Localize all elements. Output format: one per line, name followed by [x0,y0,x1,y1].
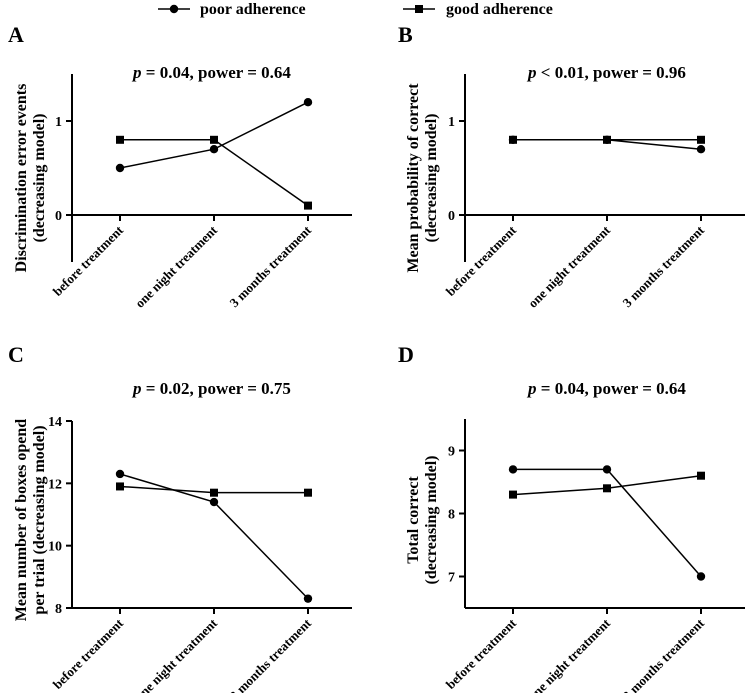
panels: Ap = 0.04, power = 0.64 Discrimination er… [8,22,745,693]
data-point-good-adherence [304,201,312,210]
y-tick-label: 1 [448,115,455,130]
y-axis-label-line: Discrimination error events [13,84,30,273]
stat-p-symbol: p [526,63,537,82]
stat-values: = 0.04, power = 0.64 [537,379,687,398]
x-tick-label: 3 months treatment [227,615,315,693]
y-tick-label: 1 [55,115,62,130]
y-tick-label: 7 [448,571,455,586]
data-point-good-adherence [210,135,218,144]
panel-letter: B [398,22,413,47]
panel-B: Bp < 0.01, power = 0.96 Mean probability … [398,22,745,311]
y-axis-label-line: (decreasing model) [31,113,48,242]
y-tick-label: 10 [48,540,62,555]
data-point-poor-adherence [602,465,612,474]
x-tick-label: before treatment [50,615,127,692]
y-tick-label: 9 [448,445,455,460]
stat-annotation: p = 0.04, power = 0.64 [526,379,686,398]
y-tick-label: 0 [448,209,455,224]
x-tick-label: one night treatment [132,222,221,311]
data-point-poor-adherence [209,497,219,507]
x-tick-label: one night treatment [525,615,614,693]
stat-annotation: p = 0.02, power = 0.75 [131,379,291,398]
panel-A: Ap = 0.04, power = 0.64 Discrimination er… [8,22,352,311]
x-tick-label: before treatment [443,222,520,299]
data-point-poor-adherence [696,572,706,581]
data-point-good-adherence [603,135,611,144]
data-point-good-adherence [116,482,124,491]
y-axis-label-line: (decreasing model) [423,113,440,242]
y-axis-label-line: per trial (decreasing model) [31,425,48,614]
x-tick-label: 3 months treatment [227,222,315,310]
data-point-poor-adherence [303,98,313,107]
legend: poor adherence good adherence [158,1,553,18]
x-tick-label: one night treatment [525,222,614,311]
data-point-good-adherence [210,488,218,497]
panel-C: Cp = 0.02, power = 0.75 Mean number of bo… [8,342,352,693]
legend-good-label: good adherence [446,1,553,18]
x-tick-label: before treatment [50,222,127,299]
data-point-poor-adherence [508,465,518,474]
y-tick-label: 12 [48,477,62,492]
stat-p-symbol: p [131,379,142,398]
panel-letter: D [398,342,414,367]
panel-letter: C [8,342,24,367]
stat-p-symbol: p [526,379,537,398]
panel-D: Dp = 0.04, power = 0.64 Total correct (dec… [398,342,745,693]
stat-values: = 0.02, power = 0.75 [142,379,291,398]
data-point-good-adherence [603,484,611,493]
stat-p-symbol: p [131,63,142,82]
y-axis-label-line: Mean number of boxes opend [13,419,30,621]
data-point-good-adherence [697,471,705,480]
legend-poor-marker [169,4,179,14]
y-axis-label-line: Mean probability of correct [405,83,422,273]
y-tick-label: 8 [55,602,62,617]
y-axis-label-line: Total correct [405,476,422,564]
stat-values: < 0.01, power = 0.96 [537,63,686,82]
data-point-good-adherence [697,135,705,144]
stat-annotation: p = 0.04, power = 0.64 [131,63,291,82]
data-point-poor-adherence [115,469,125,479]
data-point-good-adherence [509,490,517,499]
legend-poor-label: poor adherence [200,1,306,18]
data-point-poor-adherence [303,594,313,603]
stat-values: = 0.04, power = 0.64 [142,63,292,82]
x-tick-label: before treatment [443,615,520,692]
data-point-poor-adherence [696,145,706,154]
data-point-poor-adherence [115,163,125,173]
y-axis-label-line: (decreasing model) [423,455,440,584]
x-tick-label: 3 months treatment [620,615,708,693]
y-tick-label: 8 [448,508,455,523]
y-tick-label: 14 [48,415,62,430]
data-point-good-adherence [509,135,517,144]
data-point-poor-adherence [209,145,219,154]
y-tick-label: 0 [55,209,62,224]
data-point-good-adherence [116,135,124,144]
data-point-good-adherence [304,488,312,497]
series-line-poor [119,101,309,169]
x-tick-label: one night treatment [132,615,221,693]
x-tick-label: 3 months treatment [620,222,708,310]
stat-annotation: p < 0.01, power = 0.96 [526,63,686,82]
legend-good-marker [415,5,423,13]
panel-letter: A [8,22,24,47]
